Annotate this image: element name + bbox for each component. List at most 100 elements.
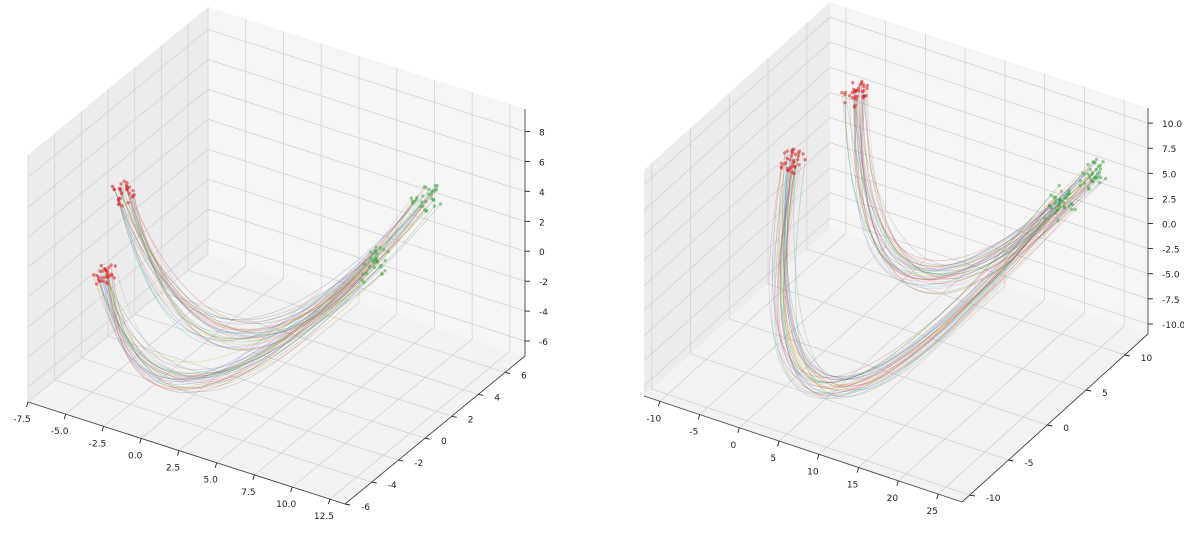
- right-y-axis-line: [961, 333, 1149, 503]
- right-y-tick-tick: [1124, 354, 1130, 357]
- right-trajectory-line: [859, 84, 1081, 267]
- left-end-point: [374, 258, 378, 262]
- left-end-point: [421, 194, 425, 198]
- left-end-point: [429, 196, 434, 201]
- right-x-tick-tick: [657, 401, 661, 407]
- right-start-point: [793, 164, 797, 169]
- right-trajectory-line: [793, 154, 1046, 391]
- left-gridline-z: [207, 208, 526, 312]
- left-end-point: [374, 258, 378, 262]
- right-y-tick-tick: [969, 494, 975, 497]
- left-end-point: [371, 258, 375, 262]
- right-end-point: [1058, 199, 1062, 203]
- right-trajectory-line: [851, 92, 1085, 267]
- right-trajectory-line: [862, 90, 1096, 280]
- left-start-point: [117, 199, 121, 203]
- right-end-point: [1065, 196, 1069, 200]
- right-end-point: [1067, 204, 1071, 208]
- left-x-tick-label: -7.5: [13, 415, 31, 425]
- right-gridline-z: [829, 142, 1149, 249]
- left-x-tick-tick: [139, 438, 142, 444]
- left-trajectory-line: [106, 271, 383, 389]
- left-trajectory-line: [107, 253, 374, 382]
- right-y-tick-tick: [1008, 459, 1014, 462]
- left-end-point: [361, 272, 365, 276]
- right-end-point: [1091, 180, 1095, 184]
- left-trajectory-line: [104, 268, 364, 381]
- right-start-point: [847, 93, 852, 98]
- right-end-point: [1104, 176, 1108, 181]
- left-trajectory-line: [102, 250, 376, 394]
- right-end-point: [1053, 195, 1058, 199]
- left-end-point: [371, 251, 375, 256]
- left-trajectory-line: [132, 190, 432, 351]
- left-end-point: [438, 202, 443, 206]
- left-trajectory-line: [132, 187, 427, 334]
- left-start-point: [119, 182, 123, 186]
- left-start-point: [102, 267, 107, 271]
- right-end-point: [1086, 162, 1090, 167]
- right-trajectory-line: [785, 167, 1050, 380]
- left-end-point: [380, 271, 384, 275]
- right-trajectory-line: [860, 81, 1106, 284]
- right-trajectory-line: [784, 166, 1070, 391]
- left-z-tick-label: -6: [539, 338, 548, 348]
- right-x-tick-label: 25: [926, 507, 937, 517]
- right-start-point: [851, 81, 855, 85]
- right-end-point: [1055, 208, 1059, 212]
- left-trajectory-line: [110, 257, 377, 381]
- right-trajectory-line: [854, 90, 1100, 286]
- right-trajectory-line: [784, 153, 1066, 398]
- left-gridline-x: [329, 350, 511, 500]
- right-z-tick-label: 5.0: [1162, 170, 1177, 180]
- right-start-point: [779, 161, 784, 165]
- right-end-point: [1047, 203, 1052, 208]
- left-trajectory-line: [113, 266, 370, 389]
- left-y-tick-label: -4: [388, 481, 397, 491]
- left-trajectory-line: [100, 251, 389, 380]
- right-end-point: [1067, 191, 1071, 195]
- right-trajectory-line: [856, 96, 1097, 269]
- left-start-point: [113, 264, 118, 268]
- right-x-tick-label: 15: [847, 481, 858, 491]
- left-end-point: [424, 199, 428, 203]
- left-start-point: [105, 274, 109, 278]
- left-trajectory-line: [118, 199, 435, 334]
- right-gridline-z: [829, 117, 1149, 224]
- right-end-point: [1086, 185, 1091, 190]
- left-gridline-z: [27, 178, 209, 328]
- right-gridline-z: [643, 167, 831, 336]
- right-start-point: [792, 160, 796, 164]
- right-trajectory-line: [781, 158, 1056, 386]
- left-trajectory-line: [118, 198, 417, 341]
- right-start-point: [797, 151, 801, 155]
- right-y-tick-label: 10: [1141, 354, 1153, 364]
- right-trajectory-line: [777, 163, 1072, 378]
- right-end-point: [1098, 167, 1103, 171]
- left-x-tick-tick: [252, 474, 255, 481]
- left-end-point: [418, 204, 423, 208]
- left-start-point: [98, 269, 102, 273]
- left-end-point: [412, 199, 417, 204]
- right-start-point: [857, 86, 861, 90]
- right-start-point: [779, 166, 784, 170]
- right-end-point: [1090, 179, 1094, 184]
- right-z-tick-label: 7.5: [1162, 145, 1176, 155]
- left-start-point: [110, 184, 115, 189]
- left-trajectory-line: [105, 259, 376, 378]
- left-x-tick-label: 7.5: [241, 488, 255, 498]
- right-y-tick-label: -10: [986, 494, 1001, 504]
- right-start-point: [843, 92, 847, 97]
- left-gridline-z: [27, 88, 209, 238]
- right-end-point: [1067, 192, 1071, 196]
- right-end-point: [1049, 206, 1054, 210]
- left-trajectory-line: [118, 197, 418, 340]
- right-end-point: [1063, 206, 1067, 210]
- right-gridline-x: [937, 325, 1125, 495]
- right-end-point: [1101, 160, 1105, 164]
- right-trajectory-line: [774, 151, 1060, 390]
- left-z-tick-label: 0: [539, 248, 545, 258]
- right-start-point: [783, 151, 787, 155]
- left-start-point: [117, 202, 122, 206]
- right-gridline-z: [829, 66, 1149, 174]
